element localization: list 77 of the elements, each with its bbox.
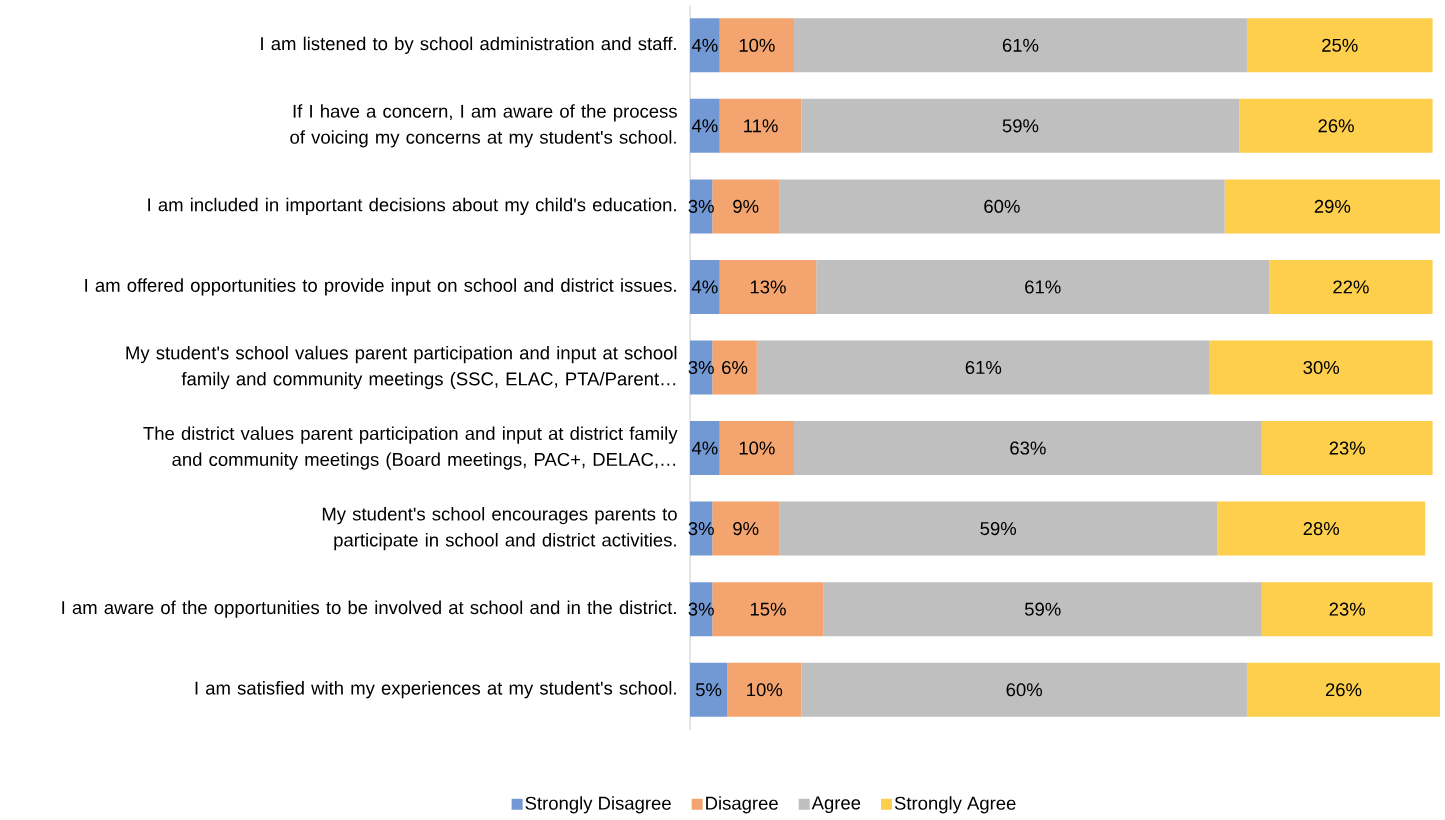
bar — [690, 98, 720, 153]
bar — [712, 340, 757, 395]
legend-label: Disagree — [706, 796, 778, 814]
data-label: 6% — [722, 360, 748, 375]
y-tick-label: I am listened to by school administration and staff. — [261, 36, 676, 54]
data-label: 59% — [980, 522, 1017, 536]
y-tick-label: My student's school encourages parents to participate in school and district activities. — [322, 506, 677, 551]
data-label: 10% — [739, 441, 775, 455]
bar — [1209, 340, 1433, 395]
data-label: 23% — [1329, 441, 1366, 455]
data-label: 60% — [1006, 683, 1043, 697]
data-label: 61% — [965, 360, 1002, 375]
bar — [1239, 98, 1433, 153]
bar — [712, 179, 780, 234]
data-label: 4% — [691, 38, 718, 52]
data-label: 10% — [747, 683, 783, 697]
y-tick-label: I am included in important decisions about my child's education. — [148, 197, 676, 216]
bar — [793, 421, 1262, 476]
data-label: 25% — [1322, 38, 1358, 52]
data-label: 5% — [695, 683, 722, 697]
bar — [793, 18, 1247, 73]
bar — [779, 179, 1225, 234]
data-label: 61% — [1025, 280, 1061, 294]
bar — [719, 98, 802, 153]
bar — [801, 98, 1240, 153]
data-label: 15% — [750, 602, 786, 616]
bar — [712, 501, 780, 556]
y-tick-label: My student's school values parent participation and input at school family and community meetings (SSC, ELAC, PTA/Parent… — [126, 345, 677, 390]
y-tick-label: The district values parent participation and input at district family and community meetings (Board meetings, PAC+, DELAC,… — [143, 426, 678, 470]
bar — [1269, 259, 1433, 314]
data-label: 26% — [1325, 683, 1362, 697]
data-label: 60% — [984, 199, 1020, 213]
data-label: 22% — [1333, 280, 1369, 294]
data-label: 10% — [739, 38, 775, 52]
bar — [719, 18, 794, 73]
data-label: 63% — [1010, 441, 1046, 455]
data-label: 4% — [691, 280, 718, 294]
bar — [712, 582, 824, 637]
data-label: 9% — [733, 522, 759, 536]
data-label: 4% — [691, 441, 718, 455]
bar — [690, 18, 720, 73]
data-label: 26% — [1318, 119, 1354, 133]
y-tick-label: I am aware of the opportunities to be involved at school and in the district. — [62, 600, 676, 618]
y-tick-label: I am satisfied with my experiences at my student's school. — [195, 681, 676, 699]
y-tick-label: If I have a concern, I am aware of the process of voicing my concerns at my student's school. — [290, 104, 677, 148]
bar — [816, 259, 1270, 314]
data-label: 28% — [1303, 522, 1340, 536]
bar — [779, 501, 1218, 556]
bar — [690, 662, 728, 717]
bar — [1246, 662, 1441, 717]
bar — [801, 662, 1247, 717]
legend-label: Strongly Agree — [894, 796, 1016, 814]
bar — [1261, 421, 1433, 476]
data-label: 9% — [733, 199, 759, 213]
data-label: 30% — [1303, 360, 1340, 375]
data-label: 13% — [750, 280, 786, 294]
legend-label: Strongly Disagree — [525, 796, 671, 814]
data-label: 23% — [1329, 602, 1366, 616]
bar — [1246, 18, 1433, 73]
data-label: 59% — [1024, 602, 1061, 616]
data-label: 4% — [691, 119, 718, 133]
bar — [1261, 582, 1433, 637]
bar — [690, 421, 720, 476]
bar — [719, 259, 817, 314]
data-label: 59% — [1002, 119, 1039, 133]
bar — [727, 662, 802, 717]
bar — [719, 421, 794, 476]
data-label: 29% — [1314, 199, 1351, 213]
y-tick-label: I am offered opportunities to provide input on school and district issues. — [85, 278, 676, 296]
bar — [690, 259, 720, 314]
legend-label: Agree — [811, 796, 861, 814]
data-label: 61% — [1002, 38, 1039, 52]
bar — [823, 582, 1262, 637]
bar — [1224, 179, 1441, 234]
data-label: 11% — [744, 119, 778, 133]
bar — [756, 340, 1210, 395]
bar — [1217, 501, 1426, 556]
